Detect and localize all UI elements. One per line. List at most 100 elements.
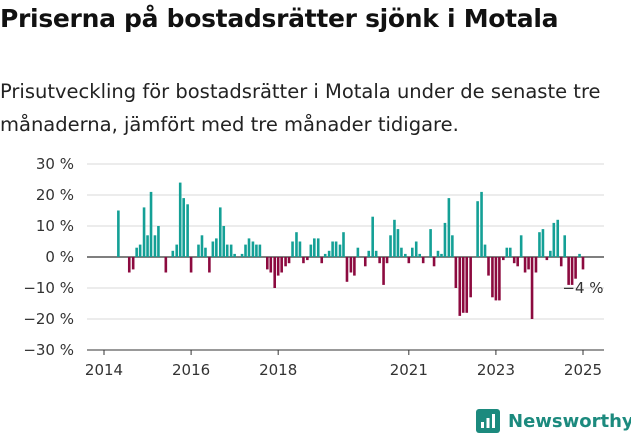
y-tick-label: −10 % (23, 279, 74, 297)
bar-chart: 30 %20 %10 %0 %−10 %−20 %−30 % 2014 2016 2… (23, 155, 604, 379)
x-tick-label: 2014 (85, 361, 123, 379)
bar (157, 226, 160, 257)
bar (447, 198, 451, 257)
y-tick-label: 20 % (36, 186, 74, 204)
bar (443, 222, 447, 257)
bar (508, 247, 512, 257)
bar (494, 257, 498, 301)
bar (211, 241, 215, 257)
bar (320, 257, 324, 264)
bar (574, 257, 577, 279)
bar (127, 257, 131, 273)
bar (222, 226, 226, 257)
brand-logo[interactable]: Newsworthy (476, 407, 631, 435)
bar (461, 257, 465, 313)
bar (153, 235, 157, 257)
bar (302, 257, 305, 264)
bar (276, 257, 280, 276)
bar (349, 257, 353, 273)
bar (458, 257, 462, 316)
bar (465, 257, 469, 313)
bar (371, 216, 374, 257)
bar (538, 232, 541, 257)
bar (563, 235, 567, 257)
brand-name: Newsworthy (508, 410, 631, 432)
bar (316, 238, 320, 257)
x-tick-label: 2016 (172, 361, 210, 379)
x-tick-label: 2023 (477, 361, 515, 379)
bar (374, 250, 378, 257)
bar (331, 241, 334, 257)
bar (138, 244, 142, 257)
bar (117, 210, 120, 257)
bar (215, 238, 218, 257)
bar (559, 257, 563, 267)
bar (393, 219, 396, 257)
bar (218, 207, 222, 257)
bar (291, 241, 294, 257)
bar (440, 253, 443, 257)
bar (295, 232, 298, 257)
bar (171, 250, 175, 257)
bar (200, 235, 204, 257)
bar (396, 229, 400, 257)
bar (225, 244, 229, 257)
bar (175, 244, 179, 257)
bar (404, 253, 407, 257)
bar (578, 253, 581, 257)
bar (287, 257, 291, 264)
bar (389, 235, 392, 257)
bar (146, 235, 149, 257)
y-tick-label: 10 % (36, 217, 74, 235)
last-value-annotation: −4 % (562, 279, 603, 297)
x-axis: 2014 2016 2018 2021 2023 2025 (85, 349, 604, 379)
bar (306, 257, 309, 261)
bar (298, 241, 302, 257)
bar (382, 257, 385, 285)
x-tick-label: 2018 (259, 361, 297, 379)
bar (414, 241, 418, 257)
bar (516, 257, 519, 267)
y-tick-label: −30 % (23, 341, 74, 359)
chart-subtitle: Prisutveckling för bostadsrätter i Motal… (0, 80, 601, 136)
bar (338, 244, 342, 257)
bar (549, 250, 552, 257)
bar (454, 257, 458, 288)
bar (480, 191, 483, 257)
bar (313, 238, 316, 257)
bar (269, 257, 273, 273)
bar (519, 235, 523, 257)
bar (244, 244, 247, 257)
bar (411, 247, 414, 257)
bar (527, 257, 530, 270)
bar (476, 201, 479, 257)
bar (363, 257, 367, 267)
bar (251, 241, 255, 257)
chart-title: Priserna på bostadsrätter sjönk i Motala (0, 4, 559, 33)
y-axis-ticks: 30 % 20 % 10 % 0 % −10 % −20 % −30 % (23, 155, 74, 359)
bar (240, 253, 244, 257)
bar (204, 247, 207, 257)
bar (523, 257, 527, 273)
bar (512, 257, 516, 264)
bar (432, 257, 436, 267)
bar (469, 257, 472, 298)
bar (451, 235, 454, 257)
bar (142, 207, 146, 257)
bar (345, 257, 349, 282)
bar (189, 257, 193, 273)
bar (421, 257, 425, 264)
bar (436, 250, 440, 257)
y-tick-label: 0 % (45, 248, 74, 266)
bars (117, 182, 585, 319)
bar (182, 198, 185, 257)
bar (197, 244, 200, 257)
bar (149, 191, 153, 257)
bar (556, 219, 560, 257)
bar (356, 247, 360, 257)
bar (164, 257, 168, 273)
bar (570, 257, 574, 285)
bar (487, 257, 490, 276)
y-tick-label: −20 % (23, 310, 74, 328)
bar (581, 257, 585, 270)
